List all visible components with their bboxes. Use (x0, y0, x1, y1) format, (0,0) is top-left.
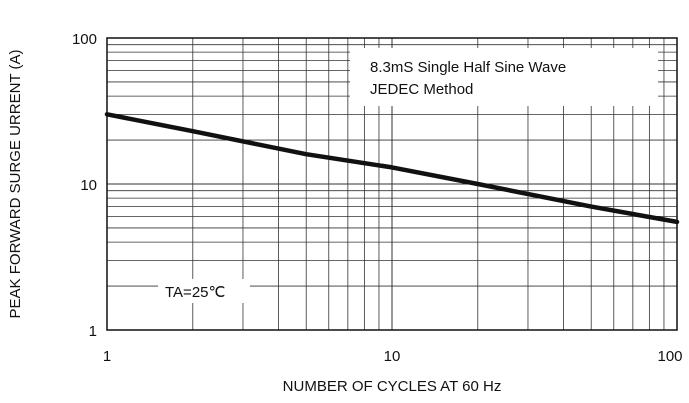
plot-frame (106, 37, 678, 331)
y-axis-label: PEAK FORWARD SURGE URRENT (A) (7, 50, 24, 319)
surge-current-series-line (104, 112, 680, 225)
x-tick-label-100: 100 (657, 348, 682, 365)
series-group (104, 112, 680, 225)
y-tick-label-10: 10 (80, 177, 97, 194)
method-annotation-line-1: 8.3mS Single Half Sine Wave (370, 59, 566, 76)
x-axis-label: NUMBER OF CYCLES AT 60 Hz (283, 378, 502, 395)
x-tick-label-1: 1 (103, 348, 111, 365)
y-tick-label-100: 100 (72, 31, 97, 48)
method-annotation-box (350, 48, 658, 106)
y-tick-label-1: 1 (89, 323, 97, 340)
x-tick-label-10: 10 (384, 348, 401, 365)
temperature-condition-label: TA=25℃ (165, 284, 225, 301)
condition-label-bg (158, 279, 250, 303)
method-annotation-line-2: JEDEC Method (370, 81, 473, 98)
